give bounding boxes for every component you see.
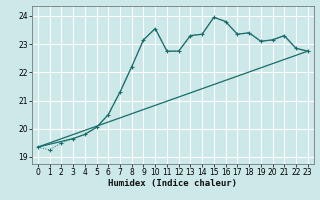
X-axis label: Humidex (Indice chaleur): Humidex (Indice chaleur) <box>108 179 237 188</box>
